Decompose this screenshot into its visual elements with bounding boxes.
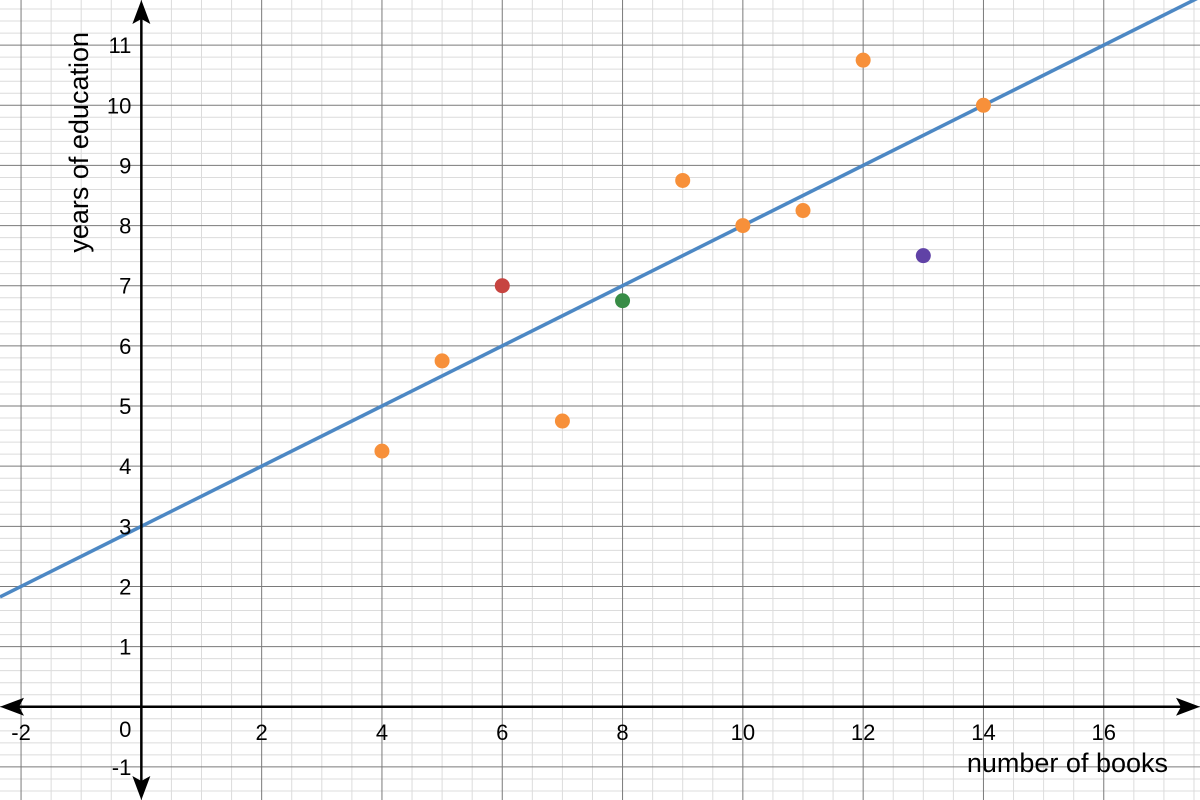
x-tick-label: -2 [11,720,31,745]
x-tick-label: 6 [496,720,508,745]
y-tick-label: 4 [119,454,131,479]
data-point [615,293,631,309]
y-tick-label: 2 [119,574,131,599]
y-tick-label: 11 [109,33,132,58]
y-tick-label: 1 [119,635,131,660]
x-axis-arrow-left [0,697,24,716]
data-point [494,278,510,294]
data-point [675,172,691,188]
origin-label: 0 [119,717,131,742]
data-point [795,203,811,219]
y-axis-arrow-up [132,0,151,24]
data-point [915,248,931,264]
y-tick-label: -1 [112,755,132,780]
x-tick-label: 2 [256,720,268,745]
y-tick-label: 7 [119,274,131,299]
y-axis-title: years of education [64,32,94,253]
x-tick-label: 12 [851,720,875,745]
data-point [735,218,751,234]
trend-line-group [0,0,1198,599]
data-point [975,97,991,113]
x-axis-arrow-right [1176,697,1200,716]
y-tick-label: 3 [119,514,131,539]
y-tick-label: 6 [119,334,131,359]
y-tick-label: 9 [119,153,131,178]
trend-line [0,0,1198,599]
data-point [855,52,871,68]
data-point [434,353,450,369]
x-tick-label: 4 [376,720,388,745]
x-axis-title: number of books [967,748,1168,778]
data-point [374,443,390,459]
x-tick-label: 16 [1092,720,1116,745]
data-point [554,413,570,429]
x-tick-label: 10 [731,720,755,745]
x-tick-label: 14 [971,720,995,745]
y-tick-label: 5 [119,394,131,419]
data-points [374,52,991,459]
x-tick-label: 8 [616,720,628,745]
y-tick-label: 10 [107,93,131,118]
y-tick-label: 8 [119,214,131,239]
y-axis-arrow-down [132,776,151,800]
